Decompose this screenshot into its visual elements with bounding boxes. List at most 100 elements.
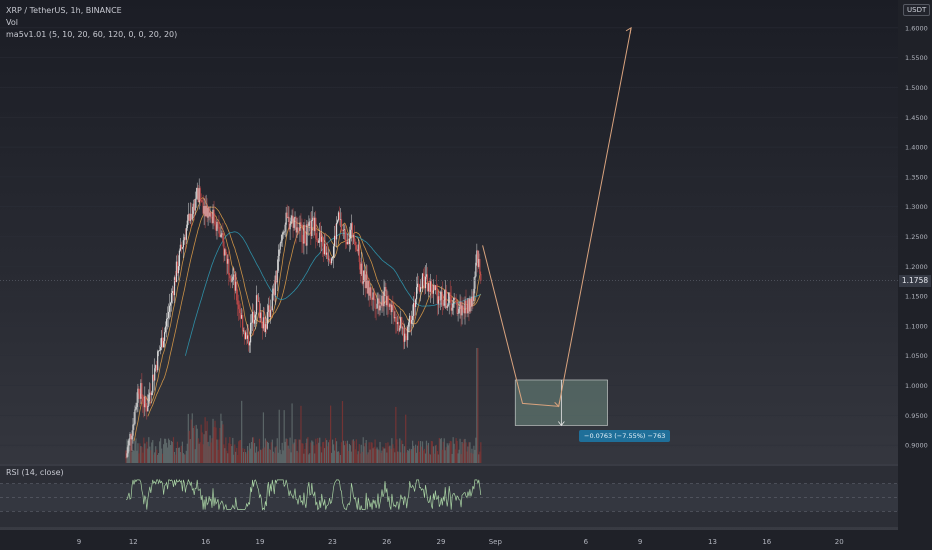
candle-body [163,332,166,342]
candle-body [423,276,426,289]
candle-body [192,203,194,214]
symbol-line[interactable]: XRP / TetherUS, 1h, BINANCE [6,6,122,15]
volume-bar [280,454,282,463]
volume-bar [305,442,307,463]
candle-body [322,236,324,247]
candle-body [382,295,384,307]
volume-bar [383,448,385,463]
candle-body [396,322,398,325]
candle-body [169,302,172,306]
candle-body [463,310,465,314]
candle-body [475,262,477,277]
candle-body [135,406,137,410]
volume-bar [336,451,339,463]
rsi-label[interactable]: RSI (14, close) [6,468,64,477]
volume-bar [295,439,297,463]
volume-bar [139,443,141,463]
candle-body [309,221,311,223]
volume-bar [441,449,443,463]
volume-bar [408,450,410,463]
candle-body [379,305,381,311]
volume-bar [384,448,386,463]
volume-bar [394,452,396,463]
candle-body [239,309,241,314]
candle-body [480,274,482,281]
candle-body [328,258,330,260]
candle-body [187,214,189,221]
candle-body [287,216,289,218]
volume-bar [332,444,335,463]
volume-bar [188,430,190,463]
candle-body [436,288,438,304]
volume-bar [128,450,130,463]
candle-body [376,303,378,309]
last-price-badge: 1.1758 [899,275,931,287]
volume-bar [224,448,226,463]
time-tick-label: 6 [584,538,589,546]
candle-body [202,202,204,214]
volume-bar [294,439,296,463]
candle-body [246,332,248,339]
candle-body [147,405,149,412]
ma-label[interactable]: ma5v1.01 (5, 10, 20, 60, 120, 0, 0, 20, … [6,30,178,39]
volume-bar [341,401,344,463]
volume-bar [451,453,453,463]
candle-body [389,304,391,307]
candle-body [145,396,147,408]
volume-label[interactable]: Vol [6,18,18,27]
time-axis[interactable]: 9 12 16 19 23 26 29 Sep 6 9 13 16 20 [0,530,932,550]
volume-bar [246,453,248,463]
volume-bar [325,438,327,463]
candle-body [188,214,190,221]
volume-bar [141,447,143,463]
candle-body [456,301,458,314]
candle-body [144,396,146,408]
candle-body [252,311,255,324]
candle-body [179,244,182,251]
candle-body [142,397,144,405]
candle-body [316,238,318,241]
volume-bar [281,442,283,463]
candle-body [290,221,292,224]
projection-path[interactable] [482,26,632,427]
volume-bar [256,452,259,463]
volume-bar [208,446,210,463]
volume-bar [135,438,137,463]
candle-body [242,315,244,332]
volume-bar [292,444,294,463]
volume-bar [354,449,356,463]
candle-body [260,312,263,324]
candle-body [247,335,250,346]
volume-bar [196,428,198,463]
candle-body [340,219,343,231]
currency-badge[interactable]: USDT [903,4,931,16]
volume-bar [379,441,381,463]
volume-bar [449,440,451,463]
volume-bar [213,427,215,463]
volume-bar [364,443,366,463]
volume-bar [251,437,254,463]
volume-bar [247,450,250,463]
candle-body [334,235,337,240]
volume-bar [455,438,457,463]
volume-bar [181,441,183,463]
candle-body [391,304,393,313]
volume-bar [164,438,167,463]
candle-body [154,368,156,381]
candle-body [266,312,268,329]
volume-bar [288,448,290,463]
price-tick-label: 1.6000 [905,24,928,32]
volume-bar [206,421,208,463]
price-tick-label: 1.2500 [905,233,928,241]
candle-body [362,281,364,284]
volume-bar [194,449,196,463]
candle-body [284,224,286,232]
volume-bar [243,452,245,463]
volume-bar [436,451,438,463]
candle-body [160,347,162,351]
volume-bar [479,451,481,463]
volume-bar [318,442,320,463]
volume-bar [240,439,242,463]
candle-body [291,215,293,222]
